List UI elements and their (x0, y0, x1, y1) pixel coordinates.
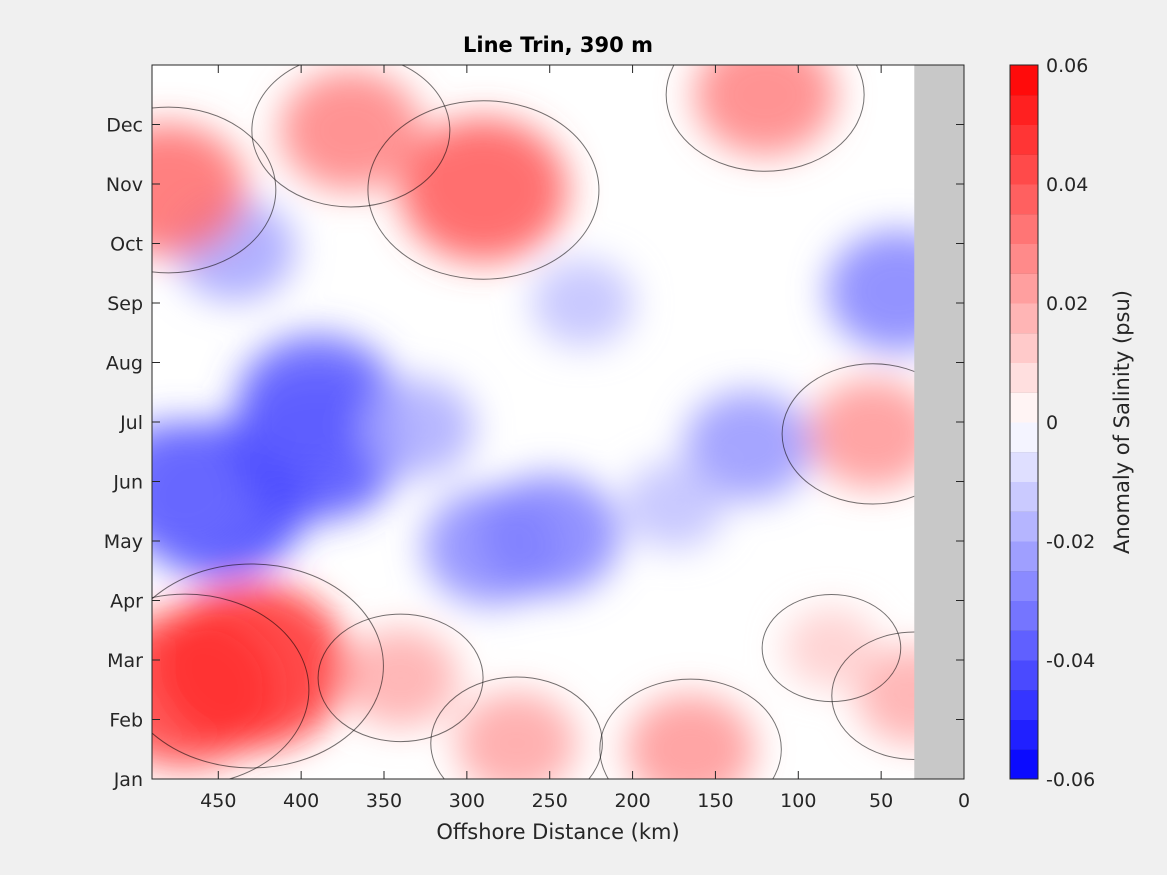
zero-contour-line (665, 65, 865, 172)
anomaly-blob (152, 421, 255, 554)
y-tick-label: Feb (109, 710, 143, 732)
colorbar-level (1010, 273, 1038, 304)
y-tick-label: Apr (110, 591, 143, 613)
anomaly-blob (399, 117, 568, 262)
anomaly-blob (152, 123, 246, 257)
colorbar-level (1010, 570, 1038, 601)
colorbar-level (1010, 451, 1038, 482)
anomaly-blob (456, 691, 577, 779)
y-tick-label: Nov (106, 174, 143, 196)
anomaly-blob (626, 694, 755, 779)
zero-contour-line (152, 593, 310, 779)
colorbar-level (1010, 184, 1038, 215)
x-tick-label: 250 (532, 790, 568, 812)
y-tick-label: Mar (107, 650, 143, 672)
x-axis-ticks: 450 400 350 300 250 200 150 100 50 0 (200, 65, 970, 812)
colorbar-level (1010, 600, 1038, 631)
colorbar-level (1010, 362, 1038, 393)
chart-title: Line Trin, 390 m (463, 33, 653, 57)
colorbar-level (1010, 332, 1038, 363)
x-tick-label: 400 (283, 790, 319, 812)
colorbar-level (1010, 541, 1038, 572)
y-tick-label: Jul (119, 412, 143, 434)
colorbar-level (1010, 660, 1038, 691)
y-tick-label: Dec (106, 115, 143, 137)
anomaly-blob (342, 628, 459, 728)
x-tick-label: 0 (958, 790, 970, 812)
anomaly-blob (808, 378, 938, 490)
colorbar-tick-label: 0.02 (1046, 293, 1088, 315)
anomaly-blob (684, 390, 813, 501)
y-tick-label: Jun (112, 472, 143, 494)
anomaly-blob (531, 259, 635, 347)
x-tick-label: 450 (200, 790, 236, 812)
colorbar (1009, 64, 1039, 780)
x-tick-label: 100 (780, 790, 816, 812)
colorbar-tick-label: -0.02 (1046, 531, 1095, 553)
zero-contour-line (251, 65, 451, 208)
colorbar-level (1010, 124, 1038, 155)
anomaly-blob (622, 461, 726, 550)
x-tick-label: 350 (366, 790, 402, 812)
y-tick-label: Oct (110, 234, 143, 256)
colorbar-frame (1009, 64, 1039, 780)
zero-contour-line (367, 100, 600, 280)
colorbar-level (1010, 481, 1038, 512)
zero-contour-line (430, 676, 603, 779)
x-tick-label: 150 (697, 790, 733, 812)
y-tick-label: Sep (107, 293, 143, 315)
colorbar-level (1010, 213, 1038, 244)
colorbar-level (1010, 94, 1038, 125)
y-tick-label: Jan (113, 769, 143, 791)
x-tick-label: 200 (614, 790, 650, 812)
zero-contour-line (152, 563, 384, 769)
anomaly-blob (478, 474, 621, 596)
zero-contour-line (599, 678, 782, 779)
colorbar-label: Anomaly of Salinity (psu) (1110, 290, 1134, 554)
x-axis-label: Offshore Distance (km) (436, 820, 679, 844)
colorbar-level (1010, 689, 1038, 720)
colorbar-level (1010, 392, 1038, 423)
zero-contour-line (761, 594, 902, 703)
anomaly-field (152, 65, 964, 779)
colorbar-level (1010, 422, 1038, 453)
colorbar-level (1010, 630, 1038, 661)
colorbar-tick-label: 0.06 (1046, 55, 1088, 77)
colorbar-tick-label: -0.06 (1046, 769, 1095, 791)
no-data-region (914, 65, 964, 779)
y-tick-label: Aug (106, 353, 143, 375)
x-tick-label: 300 (449, 790, 485, 812)
colorbar-level (1010, 303, 1038, 334)
colorbar-ticks: 0.06 0.04 0.02 0 -0.02 -0.04 -0.06 (1046, 55, 1095, 791)
colorbar-level (1010, 511, 1038, 542)
zero-contour-line (317, 613, 484, 743)
colorbar-level (1010, 719, 1038, 750)
anomaly-blob (694, 65, 836, 156)
y-axis-ticks: Jan Feb Mar Apr May Jun Jul Aug Sep Oct Nov Dec (104, 115, 964, 791)
colorbar-tick-label: 0 (1046, 412, 1058, 434)
y-tick-label: May (104, 531, 143, 553)
colorbar-level (1010, 749, 1038, 780)
anomaly-blob (784, 607, 879, 689)
colorbar-level (1010, 243, 1038, 274)
colorbar-tick-label: 0.04 (1046, 174, 1088, 196)
colorbar-level (1010, 154, 1038, 185)
x-tick-label: 50 (869, 790, 893, 812)
anomaly-blob (359, 378, 475, 478)
colorbar-tick-label: -0.04 (1046, 650, 1095, 672)
zero-contour-line (152, 106, 277, 274)
anomaly-blob (154, 582, 349, 750)
anomaly-blob (236, 334, 400, 474)
colorbar-level (1010, 65, 1038, 96)
anomaly-blob (279, 69, 422, 192)
